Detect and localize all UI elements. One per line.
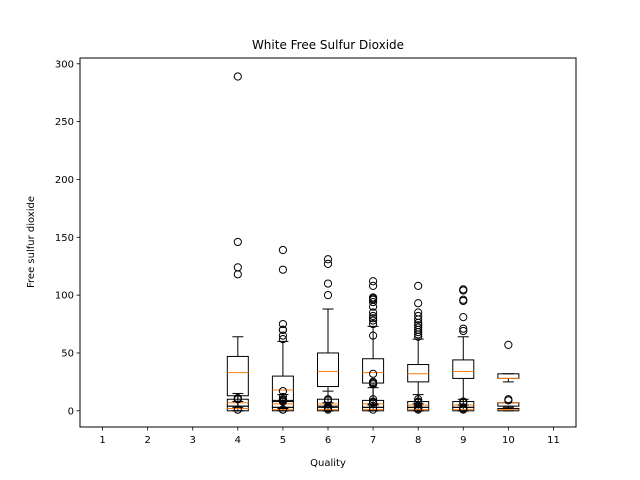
outlier-point [368,319,378,329]
outlier-point [233,270,242,279]
outlier-point [414,281,423,290]
plot-area: 0 50 100 150 200 250 300 1 2 3 4 5 6 7 8 9 10 11 [55,59,560,446]
box-group-quality-10 [497,405,520,412]
box-group-quality-7 [362,397,385,414]
outlier-point [414,315,423,324]
outlier-point [233,72,242,81]
chart-title: White Free Sulfur Dioxide [252,38,404,52]
box-body [452,406,475,412]
box-body [317,352,339,388]
box-group-quality-6 [317,396,339,414]
outlier-point [368,277,378,286]
outlier-point [278,397,288,406]
y-tick-label: 50 [61,348,74,359]
outlier-point [368,405,378,414]
outlier-point [278,331,288,340]
outlier-point [368,281,378,290]
outlier-point [323,259,333,268]
box-group-quality-6 [317,255,339,408]
outlier-point [278,325,288,334]
outlier-point [278,405,288,414]
outlier-point [323,396,333,405]
outlier-point [504,396,513,405]
box-group-quality-8 [407,398,430,414]
y-tick-label: 250 [55,117,74,128]
box-body [362,406,385,412]
y-tick-label: 100 [55,291,74,302]
outlier-point [233,395,242,404]
box-body [317,406,339,412]
outlier-point [323,255,333,264]
y-tick-label: 150 [55,233,74,244]
box-group-quality-10 [497,340,520,383]
outlier-point [323,279,333,288]
box-group-quality-4 [226,72,249,408]
outlier-point [233,405,242,414]
y-axis-title: Free sulfur dioxide [26,196,37,288]
x-tick-label: 8 [415,435,421,446]
box-body [362,358,385,384]
outlier-point [368,395,378,404]
outlier-point [368,302,378,311]
outlier-point [278,245,288,255]
outlier-point [278,392,288,402]
outlier-point [459,405,468,414]
outlier-point [414,299,423,308]
outlier-point [233,237,242,247]
x-tick-label: 6 [325,435,331,446]
x-tick-label: 3 [190,435,196,446]
outlier-point [459,286,468,295]
x-tick-label: 2 [144,435,150,446]
x-tick-label: 4 [235,435,241,446]
outlier-point [278,334,288,344]
x-tick-label: 11 [547,435,560,446]
y-tick-label: 200 [55,175,74,186]
outlier-point [278,319,288,329]
outlier-point [368,380,378,389]
axes-frame [79,57,577,428]
outlier-point [368,311,378,321]
x-axis-title: Quality [310,458,346,469]
y-tick-label: 300 [55,59,74,70]
x-tick-label: 10 [502,435,515,446]
box-group-quality-4 [226,395,249,414]
outlier-point [278,387,288,396]
x-tick-label: 7 [370,435,376,446]
box-body [407,364,430,383]
box-body [407,406,430,412]
outlier-point [278,265,288,274]
outlier-point [459,324,468,333]
x-tick-label: 5 [280,435,286,446]
outlier-point [368,369,378,378]
x-tick-label: 1 [99,435,105,446]
outlier-point [414,330,423,339]
outlier-point [459,326,468,336]
outlier-point [323,405,333,414]
box-body [452,359,475,379]
box-body [271,406,294,412]
outlier-point [368,316,378,325]
x-tick-label: 9 [460,435,466,446]
outlier-point [368,308,378,317]
outlier-point [459,296,468,306]
box-group-quality-5 [271,396,294,414]
outlier-point [414,405,423,414]
outlier-point [459,313,468,322]
outlier-point [504,340,513,349]
outlier-point [414,332,423,341]
outlier-point [368,314,378,323]
outlier-point [323,291,333,300]
box-group-quality-9 [452,398,475,414]
outlier-point [414,328,423,337]
outlier-point [368,331,378,340]
box-series-3 [226,395,520,414]
outlier-point [368,297,378,307]
y-tick-label: 0 [68,406,74,417]
